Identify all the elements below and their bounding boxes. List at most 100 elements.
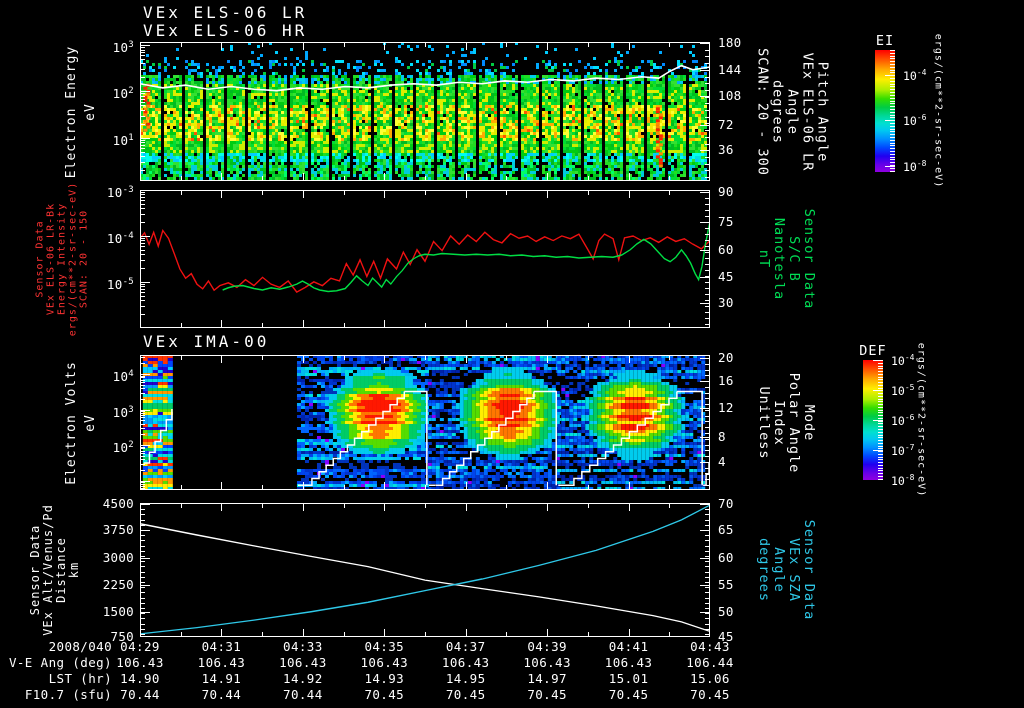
- colorbar-ei-tick-2: 10-8: [903, 159, 927, 174]
- bfield-left-tick-0: 10-3: [106, 185, 134, 201]
- table-cell-1-0: 14.90: [120, 671, 160, 686]
- bfield-right-tick-2: 60: [718, 242, 734, 258]
- table-cell-2-7: 70.45: [690, 687, 730, 702]
- orbit-left-axis-title: Sensor Data VEx Alt/Venus/Pd Distance km: [28, 504, 81, 636]
- colorbar-def-tick-4: 10-8: [891, 473, 915, 488]
- ima-colorbar: [863, 360, 889, 480]
- table-cell-0-2: 106.43: [279, 655, 327, 670]
- els-right-tick-0: 180: [718, 34, 742, 50]
- table-row-label-2: F10.7 (sfu): [24, 687, 112, 702]
- colorbar-def-tick-0: 10-4: [891, 353, 915, 368]
- orbit-left-tick-4: 1500: [102, 603, 134, 619]
- table-row-label-0: V-E Ang (deg): [8, 655, 112, 670]
- bfield-left-tick-2: 10-5: [106, 277, 134, 293]
- els-spectrogram-canvas: [140, 42, 710, 181]
- table-cell-1-6: 15.01: [608, 671, 649, 686]
- table-cell-1-3: 14.93: [364, 671, 405, 686]
- ima-left-axis-title: Electron Volts eV: [64, 360, 98, 485]
- els-title-line1: VEx ELS-06 LR: [143, 3, 308, 22]
- els-title-line2: VEx ELS-06 HR: [143, 21, 308, 40]
- table-cell-0-1: 106.43: [197, 655, 246, 670]
- table-cell-0-0: 106.43: [116, 655, 164, 670]
- orbit-right-tick-2: 60: [718, 549, 734, 565]
- time-axis-date-label: 2008/040: [48, 639, 112, 654]
- orbit-left-tick-0: 4500: [102, 495, 134, 511]
- bfield-right-axis-title: Sensor Data S/C B Nanotesla nT: [756, 208, 817, 310]
- table-cell-0-5: 106.43: [523, 655, 571, 670]
- els-left-tick-0: 103: [112, 40, 134, 56]
- time-axis-label-0: 04:29: [120, 639, 160, 654]
- table-cell-1-1: 14.91: [201, 671, 242, 686]
- time-axis-label-2: 04:33: [283, 639, 323, 654]
- bfield-right-tick-3: 45: [718, 268, 734, 284]
- table-cell-2-3: 70.45: [364, 687, 405, 702]
- orbit-left-tick-5: 750: [110, 629, 134, 644]
- orbit-right-tick-0: 70: [718, 495, 734, 511]
- els-left-axis-title: Electron Energy eV: [64, 45, 98, 178]
- bfield-right-tick-1: 75: [718, 214, 734, 230]
- table-cell-0-4: 106.43: [441, 655, 490, 670]
- colorbar-def-tick-2: 10-6: [891, 413, 915, 428]
- table-cell-2-6: 70.45: [608, 687, 649, 702]
- bfield-right-tick-4: 30: [718, 295, 734, 311]
- table-row-label-1: LST (hr): [48, 671, 112, 686]
- table-cell-1-4: 14.95: [445, 671, 486, 686]
- intensity-bfield-canvas: [140, 190, 710, 328]
- time-axis-label-5: 04:39: [527, 639, 567, 654]
- time-axis-label-4: 04:37: [445, 639, 486, 654]
- colorbar-def-units: ergs/(cm**2-sr-sec-eV): [915, 342, 927, 498]
- colorbar-def-tick-3: 10-7: [891, 443, 915, 458]
- orbit-left-tick-1: 3750: [102, 521, 134, 537]
- table-cell-2-5: 70.45: [527, 687, 567, 702]
- table-cell-1-2: 14.92: [283, 671, 323, 686]
- els-colorbar: [875, 50, 901, 172]
- table-cell-2-0: 70.44: [120, 687, 160, 702]
- orbit-right-tick-3: 55: [718, 577, 734, 592]
- orbit-sza-canvas: [140, 503, 710, 637]
- els-left-tick-1: 102: [112, 86, 134, 102]
- bfield-left-axis-title: Sensor Data VEx ELS-06 LR-Bk Energy Intens…: [34, 181, 90, 337]
- els-right-tick-2: 108: [718, 88, 742, 104]
- els-right-tick-1: 144: [718, 61, 742, 77]
- ima-right-axis-title: Mode Polar Angle Index Unitless: [756, 372, 817, 473]
- colorbar-title-ei: EI: [875, 33, 895, 49]
- colorbar-ei-tick-1: 10-6: [903, 113, 927, 128]
- time-axis-label-3: 04:35: [364, 639, 405, 654]
- orbit-left-tick-2: 3000: [102, 549, 134, 565]
- els-left-tick-2: 101: [112, 132, 134, 148]
- time-axis-label-7: 04:43: [690, 639, 730, 654]
- ima-right-tick-4: 4: [718, 454, 726, 470]
- orbit-left-tick-3: 2250: [102, 577, 134, 592]
- colorbar-def-tick-1: 10-5: [891, 383, 915, 398]
- time-axis-label-1: 04:31: [201, 639, 242, 654]
- bfield-right-tick-0: 90: [718, 183, 734, 199]
- ima-left-tick-1: 103: [112, 404, 134, 420]
- colorbar-title-def: DEF: [859, 343, 887, 359]
- colorbar-ei-units: ergs/(cm**2-sr-sec-eV): [932, 33, 944, 189]
- orbit-right-tick-1: 65: [718, 521, 734, 537]
- ima-right-tick-2: 12: [718, 400, 734, 416]
- ima-right-tick-3: 8: [718, 428, 726, 444]
- els-right-tick-3: 72: [718, 117, 734, 133]
- table-cell-0-7: 106.44: [686, 655, 734, 670]
- ima-title: VEx IMA-00: [143, 332, 270, 351]
- bfield-left-tick-1: 10-4: [106, 230, 134, 247]
- ima-left-tick-0: 104: [112, 369, 134, 385]
- ima-right-tick-1: 16: [718, 373, 734, 389]
- table-cell-2-1: 70.44: [201, 687, 242, 702]
- orbit-right-axis-title: Sensor Data VEx SZA Angle degrees: [756, 519, 817, 621]
- orbit-right-tick-5: 45: [718, 629, 734, 644]
- time-axis-label-6: 04:41: [608, 639, 649, 654]
- table-cell-2-2: 70.44: [283, 687, 323, 702]
- ima-right-tick-0: 20: [718, 349, 734, 365]
- orbit-right-tick-4: 50: [718, 603, 734, 619]
- colorbar-ei-tick-0: 10-4: [903, 68, 927, 83]
- els-right-axis-title: Pitch Angle VEx ELS-06 LR Angle degrees SCAN…: [754, 47, 831, 176]
- ima-left-tick-2: 102: [112, 440, 134, 456]
- els-right-tick-4: 36: [718, 142, 734, 158]
- ima-spectrogram-canvas: [140, 355, 710, 490]
- table-cell-0-3: 106.43: [360, 655, 409, 670]
- table-cell-1-5: 14.97: [527, 671, 567, 686]
- table-cell-1-7: 15.06: [690, 671, 730, 686]
